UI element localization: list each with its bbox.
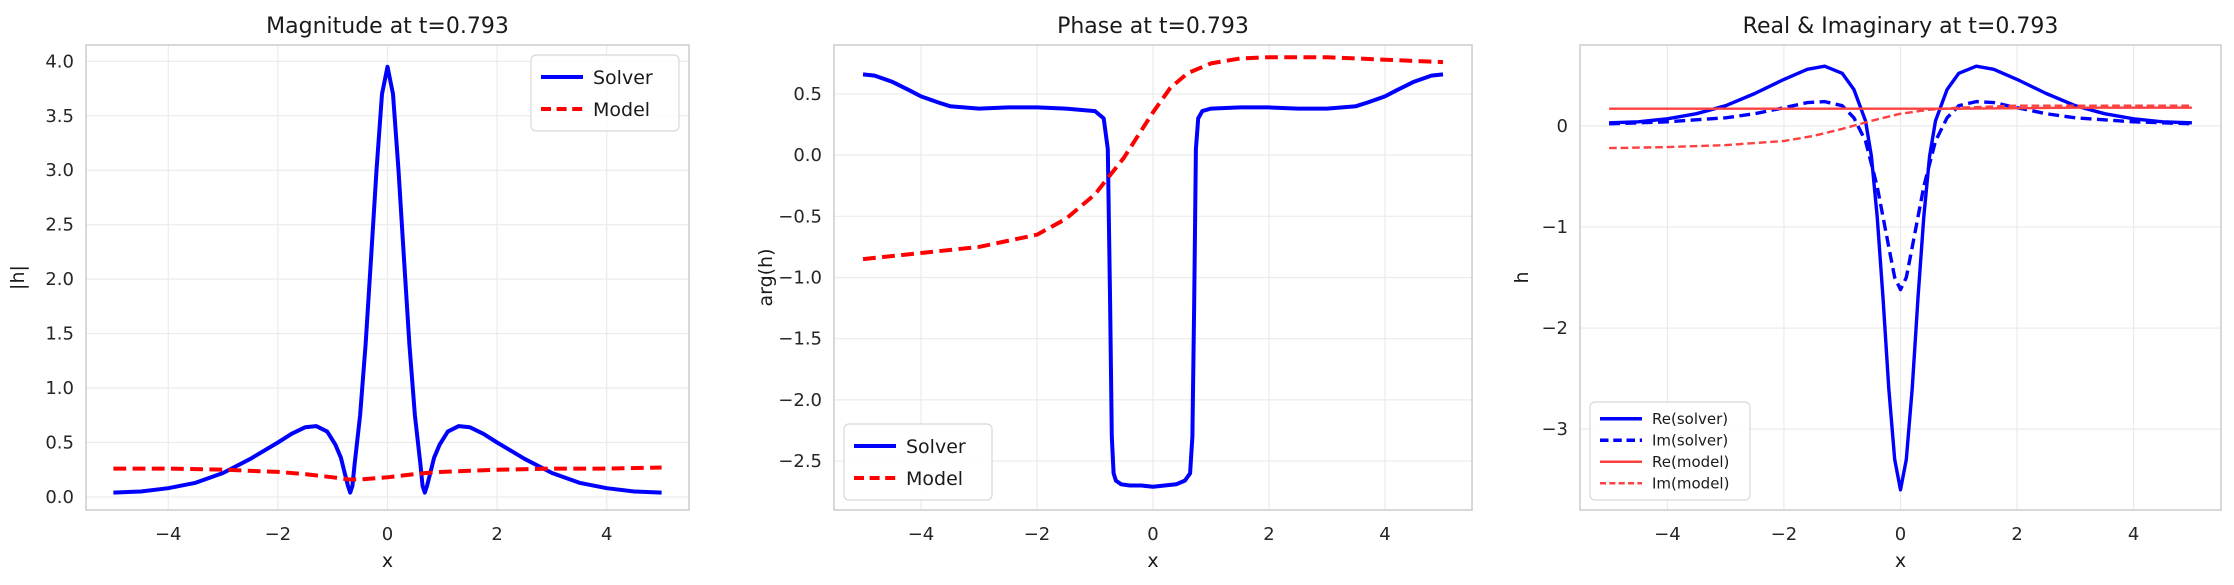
x-tick-label: 4 xyxy=(1379,524,1390,545)
x-axis-label: x xyxy=(1147,550,1158,572)
y-tick-label: −2.5 xyxy=(778,451,822,472)
x-tick-label: 0 xyxy=(382,524,393,545)
y-tick-label: 3.5 xyxy=(45,106,74,127)
x-tick-label: 0 xyxy=(1895,524,1906,545)
x-tick-label: 0 xyxy=(1147,524,1158,545)
y-tick-label: 1.5 xyxy=(45,324,74,345)
legend-frame xyxy=(1589,401,1751,501)
x-tick-label: −4 xyxy=(155,524,182,545)
y-tick-label: 0.5 xyxy=(793,84,822,105)
series-line-1 xyxy=(113,64,662,495)
legend: Solver Model xyxy=(530,54,680,132)
x-tick-label: 2 xyxy=(1263,524,1274,545)
chart-title: Magnitude at t=0.793 xyxy=(266,14,509,39)
y-tick-label: 4.0 xyxy=(45,51,74,72)
y-tick-label: 0 xyxy=(1557,116,1568,137)
y-tick-label: 3.0 xyxy=(45,160,74,181)
x-tick-label: 4 xyxy=(601,524,612,545)
x-tick-label: −2 xyxy=(1024,524,1051,545)
y-tick-label: 0.0 xyxy=(793,145,822,166)
y-tick-label: −1 xyxy=(1541,217,1568,238)
x-axis-label: x xyxy=(1895,550,1906,572)
legend-entry: Im(solver) xyxy=(1652,432,1728,450)
axes-frame xyxy=(833,44,1473,511)
legend-entry: Solver xyxy=(593,67,653,89)
legend-entry: Re(solver) xyxy=(1652,410,1728,428)
x-tick-label: 2 xyxy=(491,524,502,545)
legend-entry: Im(model) xyxy=(1652,475,1729,493)
series-line-4 xyxy=(1609,104,2192,150)
x-axis-label: x xyxy=(382,550,393,572)
subplot-3: −4 −2 0 2 4 −3 −2 −1 0 Real & Imaginary at t=0.79… xyxy=(1511,14,2222,572)
legend-frame xyxy=(530,54,680,132)
x-tick-label: 4 xyxy=(2128,524,2139,545)
y-tick-label: 1.0 xyxy=(45,378,74,399)
legend: Solver Model xyxy=(843,423,993,501)
subplot-2: −4 −2 0 2 4 −2.5 −2.0 −1.5 −1.0 −0.5 0.0 0.5 Phase a… xyxy=(755,14,1473,572)
x-tick-label: −4 xyxy=(1654,524,1681,545)
y-tick-label: 2.0 xyxy=(45,269,74,290)
series-line-2 xyxy=(113,465,662,482)
series-line-1 xyxy=(1609,64,2192,492)
subplot-1: −4 −2 0 2 4 0.0 0.5 1.0 1.5 2.0 2.5 3.0 3.5 4.0 Magnit… xyxy=(7,14,690,572)
y-tick-label: −1.0 xyxy=(778,268,822,289)
series-line-2 xyxy=(862,55,1444,262)
y-tick-label: 2.5 xyxy=(45,215,74,236)
x-tick-label: −2 xyxy=(265,524,292,545)
axes-frame xyxy=(1579,44,2222,511)
legend-frame xyxy=(843,423,993,501)
legend-entry: Re(model) xyxy=(1652,453,1729,471)
y-tick-label: 0.5 xyxy=(45,432,74,453)
x-tick-label: −2 xyxy=(1771,524,1798,545)
x-tick-label: 2 xyxy=(2011,524,2022,545)
y-axis-label: arg(h) xyxy=(755,248,777,306)
x-tick-label: −4 xyxy=(908,524,935,545)
y-axis-label: |h| xyxy=(7,265,29,290)
series-line-3 xyxy=(1609,106,2192,110)
y-tick-label: 0.0 xyxy=(45,487,74,508)
chart-title: Phase at t=0.793 xyxy=(1057,14,1249,39)
y-tick-label: −2.0 xyxy=(778,390,822,411)
chart-title: Real & Imaginary at t=0.793 xyxy=(1743,14,2059,39)
y-tick-label: −2 xyxy=(1541,318,1568,339)
y-tick-label: −1.5 xyxy=(778,329,822,350)
y-axis-label: h xyxy=(1511,271,1533,283)
legend-entry: Model xyxy=(906,468,963,490)
axes-frame xyxy=(85,44,690,511)
series-line-1 xyxy=(862,72,1444,489)
y-tick-label: −3 xyxy=(1541,419,1568,440)
legend-entry: Solver xyxy=(906,436,966,458)
legend-entry: Model xyxy=(593,99,650,121)
y-tick-label: −0.5 xyxy=(778,206,822,227)
legend: Re(solver) Im(solver) Re(model) Im(model) xyxy=(1589,401,1751,501)
